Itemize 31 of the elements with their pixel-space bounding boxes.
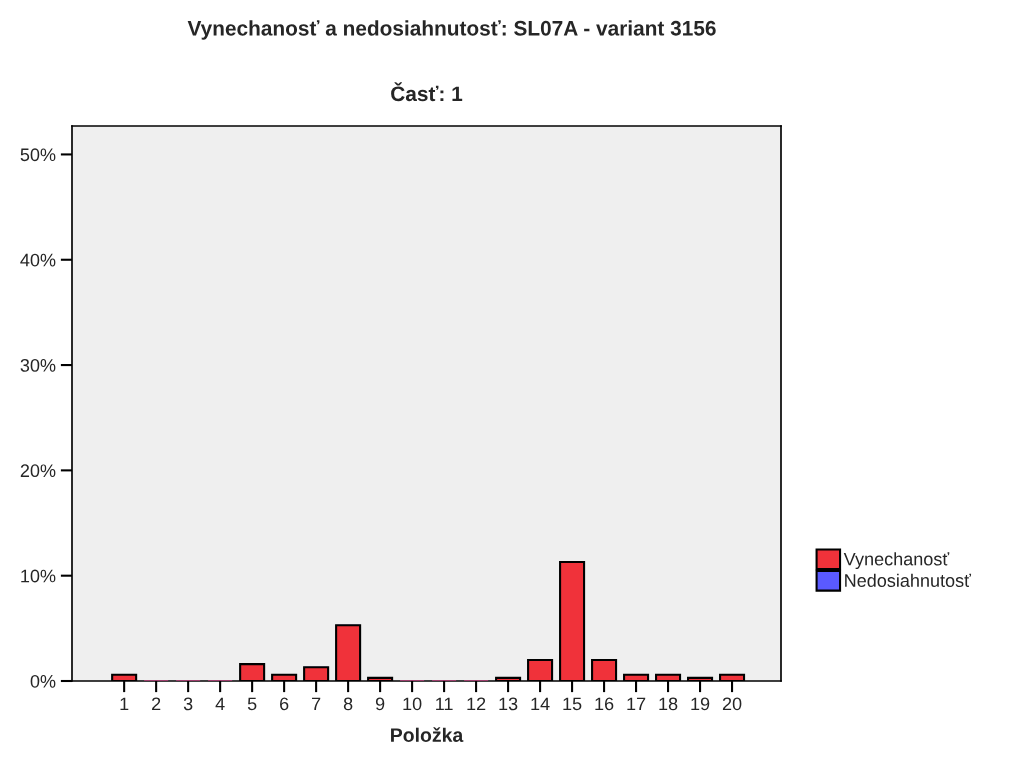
x-tick-label: 9 (375, 697, 385, 711)
legend-label: Vynechanosť (843, 552, 950, 570)
y-tick-label: 50% (20, 148, 56, 162)
y-tick-label: 40% (20, 253, 56, 267)
x-tick-label: 6 (280, 697, 289, 711)
y-tick-label: 30% (20, 359, 56, 372)
x-tick-label: 19 (691, 697, 710, 711)
x-tick-label: 20 (722, 697, 742, 711)
x-tick-label: 13 (499, 697, 518, 711)
x-tick-label: 7 (312, 697, 321, 711)
x-tick-label: 16 (595, 697, 614, 711)
x-tick-label: 3 (183, 697, 193, 711)
x-tick-label: 15 (563, 697, 582, 711)
x-tick-label: 1 (120, 697, 129, 711)
y-tick-label: 20% (20, 464, 56, 478)
x-tick-label: 17 (627, 697, 646, 711)
chart-title: Vynechanosť a nedosiahnutosť: SL07A - variant 3156 (187, 20, 716, 40)
x-tick-label: 5 (247, 697, 257, 711)
y-tick-label: 10% (21, 569, 56, 583)
x-tick-label: 14 (531, 697, 550, 711)
x-axis-title: Položka (391, 727, 464, 742)
legend-label: Nedosiahnutosť (845, 573, 972, 587)
chart-subtitle: Časť: 1 (391, 82, 463, 102)
x-tick-label: 10 (403, 697, 422, 711)
y-tick-label: 0% (30, 674, 56, 688)
x-tick-label: 12 (467, 697, 486, 711)
x-tick-label: 18 (659, 697, 678, 711)
x-tick-label: 4 (215, 697, 225, 711)
x-tick-label: 2 (152, 697, 161, 711)
x-tick-label: 8 (343, 697, 353, 711)
x-tick-label: 11 (436, 697, 453, 711)
